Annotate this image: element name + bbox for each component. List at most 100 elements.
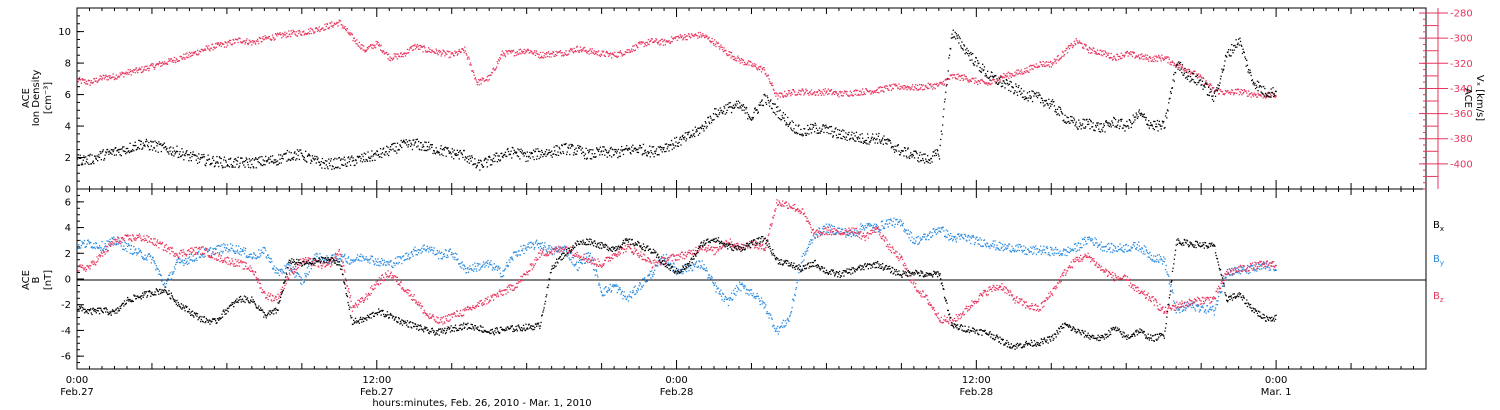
data-point xyxy=(1073,117,1075,119)
data-point xyxy=(352,157,354,159)
data-point xyxy=(980,71,982,73)
data-point xyxy=(760,71,763,73)
data-point xyxy=(148,253,151,255)
data-point xyxy=(614,55,616,57)
data-point xyxy=(437,252,439,254)
data-point xyxy=(481,77,483,79)
data-point xyxy=(1110,52,1112,55)
data-point xyxy=(760,104,762,106)
data-point xyxy=(664,44,666,46)
data-point xyxy=(431,144,433,146)
data-point xyxy=(804,132,806,134)
data-point xyxy=(578,51,580,53)
data-point xyxy=(1111,57,1113,59)
data-point xyxy=(1204,83,1206,86)
data-point xyxy=(502,55,504,57)
data-point xyxy=(709,40,711,42)
data-point xyxy=(532,149,535,151)
data-point xyxy=(329,160,332,162)
data-point xyxy=(1262,97,1264,99)
data-point xyxy=(812,93,814,95)
data-point xyxy=(388,264,390,266)
data-point xyxy=(335,256,337,258)
data-point xyxy=(247,256,249,258)
data-point xyxy=(112,76,114,78)
data-point xyxy=(91,154,93,156)
data-point xyxy=(77,78,79,80)
data-point xyxy=(381,257,383,260)
data-point xyxy=(1274,96,1276,98)
data-point xyxy=(1051,62,1053,65)
data-point xyxy=(1087,49,1089,51)
data-point xyxy=(433,150,435,152)
data-point xyxy=(896,85,898,87)
data-point xyxy=(234,250,236,252)
data-point xyxy=(377,258,379,260)
data-point xyxy=(1138,57,1140,59)
data-point xyxy=(1139,58,1141,60)
data-point xyxy=(1256,96,1259,98)
data-point xyxy=(179,258,181,260)
data-point xyxy=(266,257,268,259)
data-point xyxy=(523,155,525,157)
data-point xyxy=(1060,57,1062,59)
data-point xyxy=(193,51,195,53)
data-point xyxy=(678,141,680,144)
data-point xyxy=(673,147,675,149)
data-point xyxy=(1058,106,1060,108)
data-point xyxy=(870,137,873,140)
data-point xyxy=(395,146,397,148)
data-point xyxy=(313,257,315,259)
data-point xyxy=(936,149,938,151)
data-point xyxy=(245,41,247,43)
data-point xyxy=(776,110,778,113)
data-point xyxy=(584,50,586,52)
data-point xyxy=(657,43,659,45)
data-point xyxy=(393,53,395,55)
data-point xyxy=(368,156,370,158)
data-point xyxy=(622,153,625,156)
data-point xyxy=(436,52,438,54)
data-point xyxy=(1075,123,1077,125)
data-point xyxy=(105,74,107,76)
data-point xyxy=(1043,65,1046,67)
data-point xyxy=(830,133,832,135)
data-point xyxy=(316,27,318,30)
data-point xyxy=(725,53,728,55)
data-point xyxy=(344,253,346,255)
data-point xyxy=(895,150,898,152)
data-point xyxy=(216,155,218,158)
data-point xyxy=(1028,71,1030,74)
data-point xyxy=(259,253,261,255)
data-point xyxy=(358,45,360,47)
data-point xyxy=(386,145,388,147)
data-point xyxy=(1101,51,1103,53)
data-point xyxy=(740,104,743,106)
data-point xyxy=(109,238,111,241)
data-point xyxy=(657,154,659,156)
data-point xyxy=(372,47,374,50)
data-point xyxy=(363,45,365,47)
data-point xyxy=(541,57,543,59)
data-point xyxy=(1168,102,1170,104)
data-point xyxy=(270,258,272,260)
data-point xyxy=(855,90,858,92)
data-point xyxy=(251,257,253,259)
data-point xyxy=(942,82,944,84)
data-point xyxy=(97,160,99,162)
data-point xyxy=(217,162,219,164)
data-point xyxy=(501,155,503,158)
data-point xyxy=(922,84,924,86)
data-point xyxy=(197,252,199,254)
data-point xyxy=(440,145,442,147)
data-point xyxy=(1251,79,1254,81)
data-point xyxy=(1038,65,1041,67)
data-point xyxy=(991,71,993,74)
data-point xyxy=(92,81,94,83)
data-point xyxy=(1209,83,1211,85)
data-point xyxy=(754,63,756,65)
data-point xyxy=(958,75,961,77)
data-point xyxy=(196,155,198,157)
data-point xyxy=(396,152,398,154)
data-point xyxy=(92,82,94,84)
